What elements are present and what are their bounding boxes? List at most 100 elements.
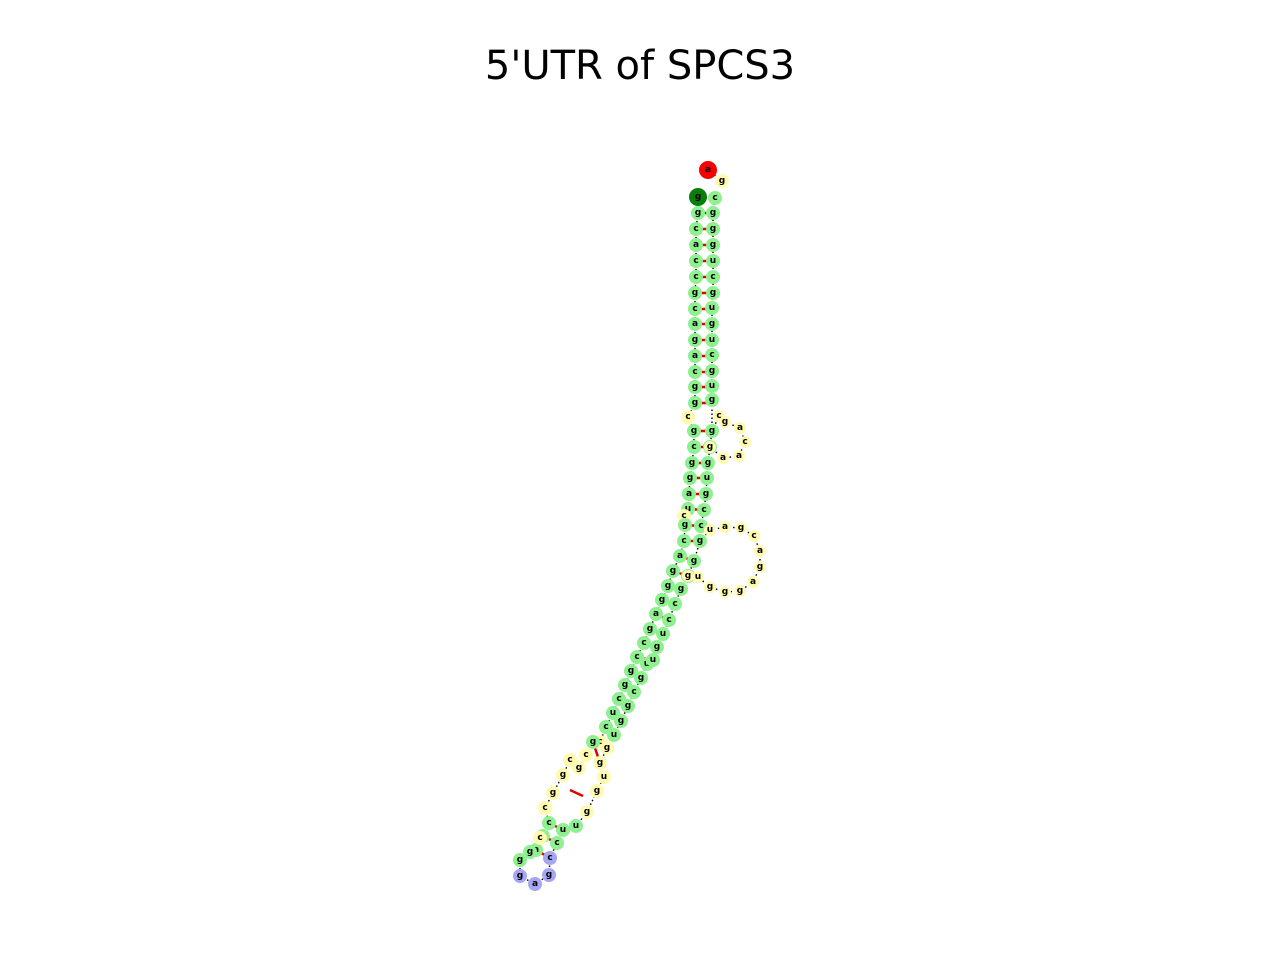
- nucleotide: [523, 845, 537, 859]
- nucleotide: [637, 636, 651, 650]
- nucleotide: [674, 582, 688, 596]
- nucleotide: [689, 222, 703, 236]
- nucleotide: [579, 748, 593, 762]
- nucleotide-label: g: [659, 595, 665, 605]
- nucleotide-label: g: [517, 871, 523, 881]
- nucleotide-label: c: [692, 304, 697, 314]
- bulge-nucleotide: [719, 521, 731, 533]
- nucleotide-label: c: [693, 272, 698, 282]
- nucleotide-label: c: [634, 652, 639, 662]
- nucleotide: [528, 877, 542, 891]
- nucleotide: [681, 410, 695, 424]
- nucleotide: [705, 364, 719, 378]
- bulge-nucleotide: [682, 570, 694, 582]
- nucleotide-label: u: [685, 504, 691, 514]
- nucleotide: [706, 286, 720, 300]
- bulge-nucleotide-label: a: [737, 423, 743, 433]
- nucleotide-label: c: [693, 256, 698, 266]
- nucleotide-label: g: [594, 786, 600, 796]
- backbone-segment: [668, 603, 676, 621]
- nucleotide: [624, 664, 638, 678]
- bulge-nucleotide-label: c: [716, 411, 721, 421]
- bulge-nucleotide-label: g: [737, 586, 743, 596]
- nucleotide: [593, 756, 607, 770]
- nucleotide: [627, 685, 641, 699]
- nucleotide: [513, 853, 527, 867]
- nucleotide-label: g: [597, 758, 603, 768]
- bulge-nucleotide-label: g: [738, 523, 744, 533]
- nucleotide-label: g: [604, 743, 610, 753]
- nucleotide-label: c: [709, 350, 714, 360]
- nucleotide-label: g: [678, 584, 684, 594]
- backbone-segment: [548, 857, 551, 876]
- nucleotide-label: g: [697, 536, 703, 546]
- bulge-nucleotide-label: g: [707, 442, 713, 452]
- nucleotide-label: g: [709, 319, 715, 329]
- nucleotide-label: g: [576, 763, 582, 773]
- nucleotide: [688, 333, 702, 347]
- nucleotide: [688, 302, 702, 316]
- bulge-nucleotide-label: u: [695, 572, 701, 582]
- nucleotide-label: c: [583, 750, 588, 760]
- nucleotide: [662, 613, 676, 627]
- nucleotide-label: c: [698, 521, 703, 531]
- nucleotide-label: g: [654, 642, 660, 652]
- nucleotide: [677, 534, 691, 548]
- nucleotide-label: u: [650, 655, 656, 665]
- nucleotide: [701, 456, 715, 470]
- nucleotide-label: a: [692, 351, 698, 361]
- nucleotide: [705, 393, 719, 407]
- nucleotide-label: g: [705, 458, 711, 468]
- nucleotide: [708, 191, 722, 205]
- backbone-segment: [562, 759, 571, 776]
- nucleotide: [687, 424, 701, 438]
- nucleotide-label: g: [692, 398, 698, 408]
- nucleotide: [693, 534, 707, 548]
- nucleotide: [546, 786, 560, 800]
- bulge-nucleotide: [704, 524, 716, 536]
- nucleotide-label: g: [550, 788, 556, 798]
- nucleotide: [543, 851, 557, 865]
- nucleotide-label: c: [692, 367, 697, 377]
- nucleotide-label: u: [704, 473, 710, 483]
- bulge-nucleotide-label: c: [751, 531, 756, 541]
- nucleotide: [513, 869, 527, 883]
- nucleotide-label: a: [653, 609, 659, 619]
- nucleotide: [580, 805, 594, 819]
- nucleotide: [683, 471, 697, 485]
- nucleotide: [621, 699, 635, 713]
- nucleotide-label: c: [701, 505, 706, 515]
- backbone-segment: [534, 874, 550, 885]
- nucleotide-label: a: [677, 551, 683, 561]
- nucleotide-label: g: [709, 395, 715, 405]
- nucleotide: [597, 770, 611, 784]
- bulge-nucleotide-label: a: [736, 451, 742, 461]
- start-nucleotide: [699, 161, 717, 179]
- nucleotide-label: g: [647, 624, 653, 634]
- nucleotide-label: a: [692, 319, 698, 329]
- nucleotide: [646, 653, 660, 667]
- nucleotide-label: c: [641, 638, 646, 648]
- nucleotide-label: c: [712, 193, 717, 203]
- nucleotides: aggcaccgcagacggcgcggaucgcagggagccggcuccg…: [513, 161, 766, 891]
- backbone-segment: [599, 747, 608, 764]
- bulge-nucleotide: [735, 522, 747, 534]
- bulge-nucleotide: [734, 585, 746, 597]
- bulge-nucleotide: [747, 576, 759, 588]
- nucleotide-label: c: [672, 599, 677, 609]
- nucleotide: [705, 301, 719, 315]
- nucleotide-label: g: [622, 680, 628, 690]
- nucleotide-label: c: [691, 442, 696, 452]
- nucleotide: [556, 768, 570, 782]
- nucleotide-label: u: [601, 772, 607, 782]
- backbone-segment: [575, 811, 588, 827]
- nucleotide-label: g: [682, 520, 688, 530]
- bulge-nucleotide: [704, 441, 716, 453]
- nucleotide: [689, 254, 703, 268]
- nucleotide: [699, 487, 713, 501]
- nucleotide: [705, 333, 719, 347]
- nucleotide: [656, 627, 670, 641]
- nucleotide-label: g: [687, 473, 693, 483]
- nucleotide-label: g: [692, 382, 698, 392]
- nucleotide: [569, 819, 583, 833]
